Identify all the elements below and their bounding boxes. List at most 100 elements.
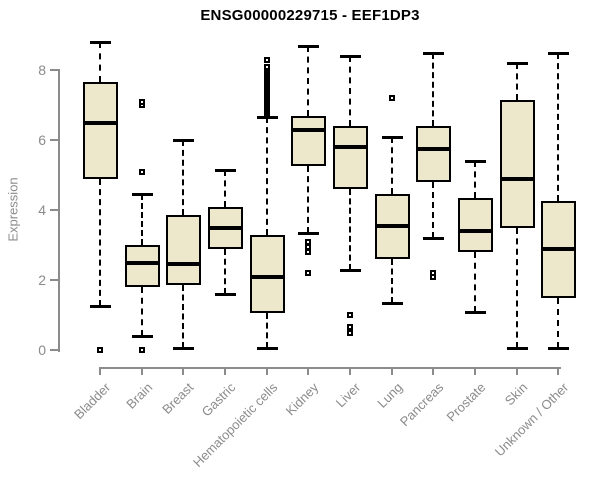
upper-whisker-cap-hematopoietic-cells	[256, 116, 278, 120]
x-tick	[140, 369, 143, 375]
upper-whisker-cap-liver	[340, 55, 362, 58]
x-tick	[99, 369, 101, 375]
outlier-pancreas	[430, 270, 437, 276]
lower-whisker-hematopoietic-cells	[265, 313, 268, 349]
upper-whisker-cap-bladder	[90, 41, 111, 44]
upper-whisker-cap-unknown-other	[548, 51, 570, 55]
outlier-bladder	[97, 347, 103, 353]
median-breast	[166, 262, 202, 267]
outlier-kidney	[305, 270, 312, 276]
x-tick	[432, 369, 435, 375]
lower-whisker-kidney	[307, 166, 310, 233]
lower-whisker-cap-brain	[131, 335, 153, 338]
outlier-liver	[347, 312, 354, 318]
x-tick	[515, 369, 518, 375]
box-hematopoietic-cells	[249, 234, 285, 314]
box-pancreas	[416, 126, 452, 182]
outlier-kidney	[305, 243, 312, 250]
upper-whisker-kidney	[307, 45, 310, 116]
median-hematopoietic-cells	[249, 274, 285, 279]
y-tick-label: 0	[38, 342, 46, 358]
upper-whisker-breast	[182, 140, 185, 216]
upper-whisker-cap-brain	[131, 193, 153, 197]
box-liver	[333, 126, 369, 189]
x-tick	[265, 369, 268, 375]
outlier-kidney	[305, 249, 312, 255]
y-axis-line	[58, 69, 60, 352]
upper-whisker-cap-prostate	[465, 160, 487, 163]
x-tick	[349, 369, 352, 375]
upper-whisker-gastric	[224, 169, 226, 207]
box-skin	[499, 99, 535, 228]
lower-whisker-prostate	[474, 252, 477, 312]
lower-whisker-unknown-other	[557, 297, 560, 349]
upper-whisker-prostate	[474, 161, 477, 198]
y-tick	[50, 209, 58, 211]
upper-whisker-brain	[140, 194, 143, 245]
median-kidney	[291, 127, 327, 132]
outlier-kidney	[305, 238, 312, 245]
x-tick	[557, 369, 560, 375]
upper-whisker-cap-skin	[506, 62, 528, 65]
median-lung	[374, 223, 410, 228]
outlier-liver	[347, 324, 354, 331]
median-gastric	[208, 225, 243, 230]
outlier-hematopoietic-cells	[263, 56, 270, 63]
lower-whisker-skin	[515, 227, 518, 349]
lower-whisker-cap-liver	[340, 268, 362, 272]
median-brain	[124, 260, 160, 265]
lower-whisker-cap-pancreas	[423, 237, 445, 240]
lower-whisker-lung	[390, 259, 393, 303]
lower-whisker-brain	[140, 287, 143, 336]
lower-whisker-pancreas	[432, 182, 435, 238]
median-prostate	[458, 229, 494, 233]
y-tick	[50, 139, 58, 141]
y-tick	[50, 349, 58, 351]
upper-whisker-lung	[390, 136, 393, 195]
lower-whisker-cap-kidney	[298, 231, 320, 235]
box-prostate	[458, 197, 494, 252]
lower-whisker-cap-unknown-other	[548, 347, 570, 351]
y-tick-label: 6	[38, 132, 46, 148]
box-brain	[124, 245, 160, 287]
y-tick	[50, 279, 58, 281]
x-tick	[307, 369, 310, 375]
upper-whisker-cap-breast	[173, 139, 195, 142]
lower-whisker-cap-lung	[381, 301, 403, 305]
upper-whisker-pancreas	[432, 52, 435, 126]
lower-whisker-cap-prostate	[465, 310, 487, 314]
chart-title: ENSG00000229715 - EEF1DP3	[200, 7, 420, 24]
x-tick	[182, 369, 185, 375]
lower-whisker-gastric	[224, 248, 226, 294]
lower-whisker-bladder	[99, 178, 101, 307]
outlier-brain	[138, 168, 145, 175]
lower-whisker-breast	[182, 285, 185, 349]
x-tick	[224, 369, 226, 375]
x-tick	[390, 369, 393, 375]
median-unknown-other	[541, 246, 577, 251]
median-pancreas	[416, 146, 452, 151]
outlier-hematopoietic-cells	[263, 63, 270, 70]
upper-whisker-hematopoietic-cells	[265, 117, 268, 235]
lower-whisker-cap-skin	[506, 347, 528, 351]
box-breast	[166, 215, 202, 286]
y-tick-label: 2	[38, 272, 46, 288]
lower-whisker-cap-gastric	[215, 293, 236, 296]
median-liver	[333, 145, 369, 149]
upper-whisker-cap-pancreas	[423, 51, 445, 55]
upper-whisker-liver	[349, 56, 352, 126]
y-tick-label: 4	[38, 202, 46, 218]
upper-whisker-skin	[515, 63, 518, 100]
box-bladder	[83, 82, 118, 179]
outlier-brain	[138, 347, 145, 353]
y-tick	[50, 69, 58, 71]
upper-whisker-cap-kidney	[298, 44, 320, 48]
lower-whisker-cap-hematopoietic-cells	[256, 347, 278, 351]
upper-whisker-unknown-other	[557, 52, 560, 202]
median-skin	[499, 176, 535, 181]
outlier-brain	[138, 98, 145, 105]
upper-whisker-bladder	[99, 42, 101, 83]
upper-whisker-cap-gastric	[215, 168, 236, 172]
